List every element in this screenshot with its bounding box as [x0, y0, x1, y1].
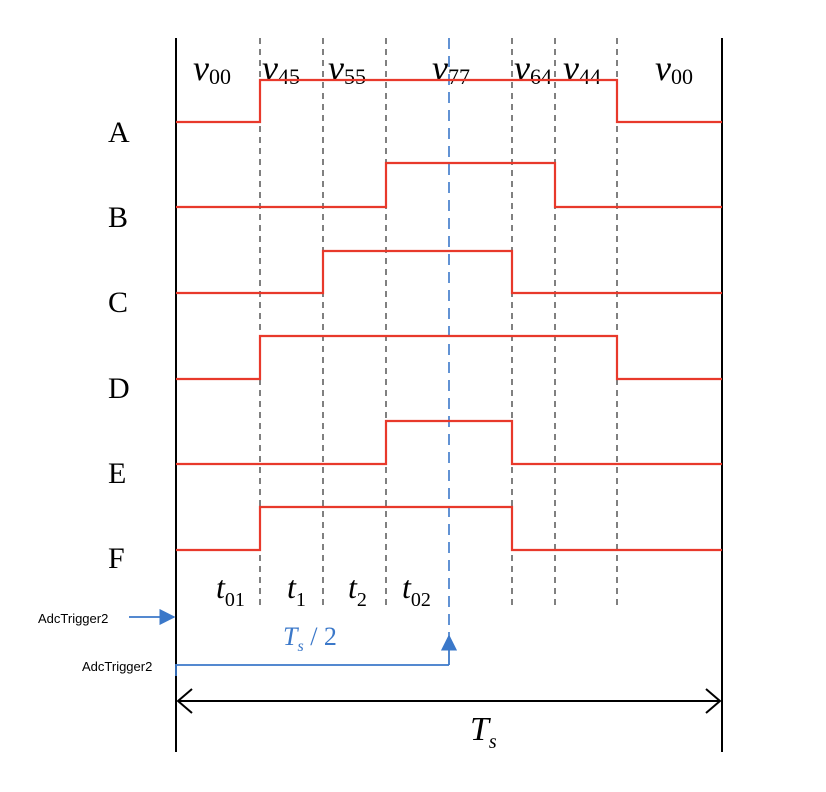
vector-label: v00 [193, 48, 231, 89]
adc-trigger-label: AdcTrigger2 [38, 611, 108, 626]
waveform-e [176, 419, 722, 466]
waveform-f [176, 505, 722, 552]
half-period-label: Ts / 2 [283, 622, 337, 655]
period-arrowhead-left [176, 688, 193, 714]
interval-label: t1 [287, 569, 306, 611]
period-label: Ts [470, 711, 497, 753]
adc-trigger-start: AdcTrigger2 [38, 608, 176, 626]
vector-label: v44 [563, 48, 601, 89]
vector-labels: v00 v45 v55 v77 v64 v44 v00 [193, 48, 693, 89]
interval-labels: t01 t1 t2 t02 [216, 569, 431, 611]
vector-label: v00 [655, 48, 693, 89]
interval-label: t01 [216, 569, 245, 611]
phase-label-c: C [108, 286, 128, 319]
vector-label: v64 [514, 48, 552, 89]
phase-labels: A B C D E F [108, 116, 130, 575]
interval-label: t2 [348, 569, 367, 611]
pwm-waveforms [176, 78, 722, 552]
phase-label-f: F [108, 542, 125, 575]
phase-label-a: A [108, 116, 130, 149]
adc-trigger-label: AdcTrigger2 [82, 659, 152, 674]
vector-label: v55 [328, 48, 366, 89]
period-dimension [176, 688, 722, 714]
waveform-b [176, 161, 722, 209]
phase-label-e: E [108, 457, 126, 490]
vector-label: v77 [432, 48, 470, 89]
interval-label: t02 [402, 569, 431, 611]
waveform-a [176, 78, 722, 124]
phase-label-d: D [108, 372, 130, 405]
waveform-c [176, 249, 722, 295]
period-arrowhead-right [705, 688, 722, 714]
waveform-d [176, 334, 722, 381]
adc-trigger-mid: AdcTrigger2 [82, 634, 458, 676]
phase-label-b: B [108, 201, 128, 234]
switching-guides [259, 38, 618, 610]
vector-label: v45 [262, 48, 300, 89]
